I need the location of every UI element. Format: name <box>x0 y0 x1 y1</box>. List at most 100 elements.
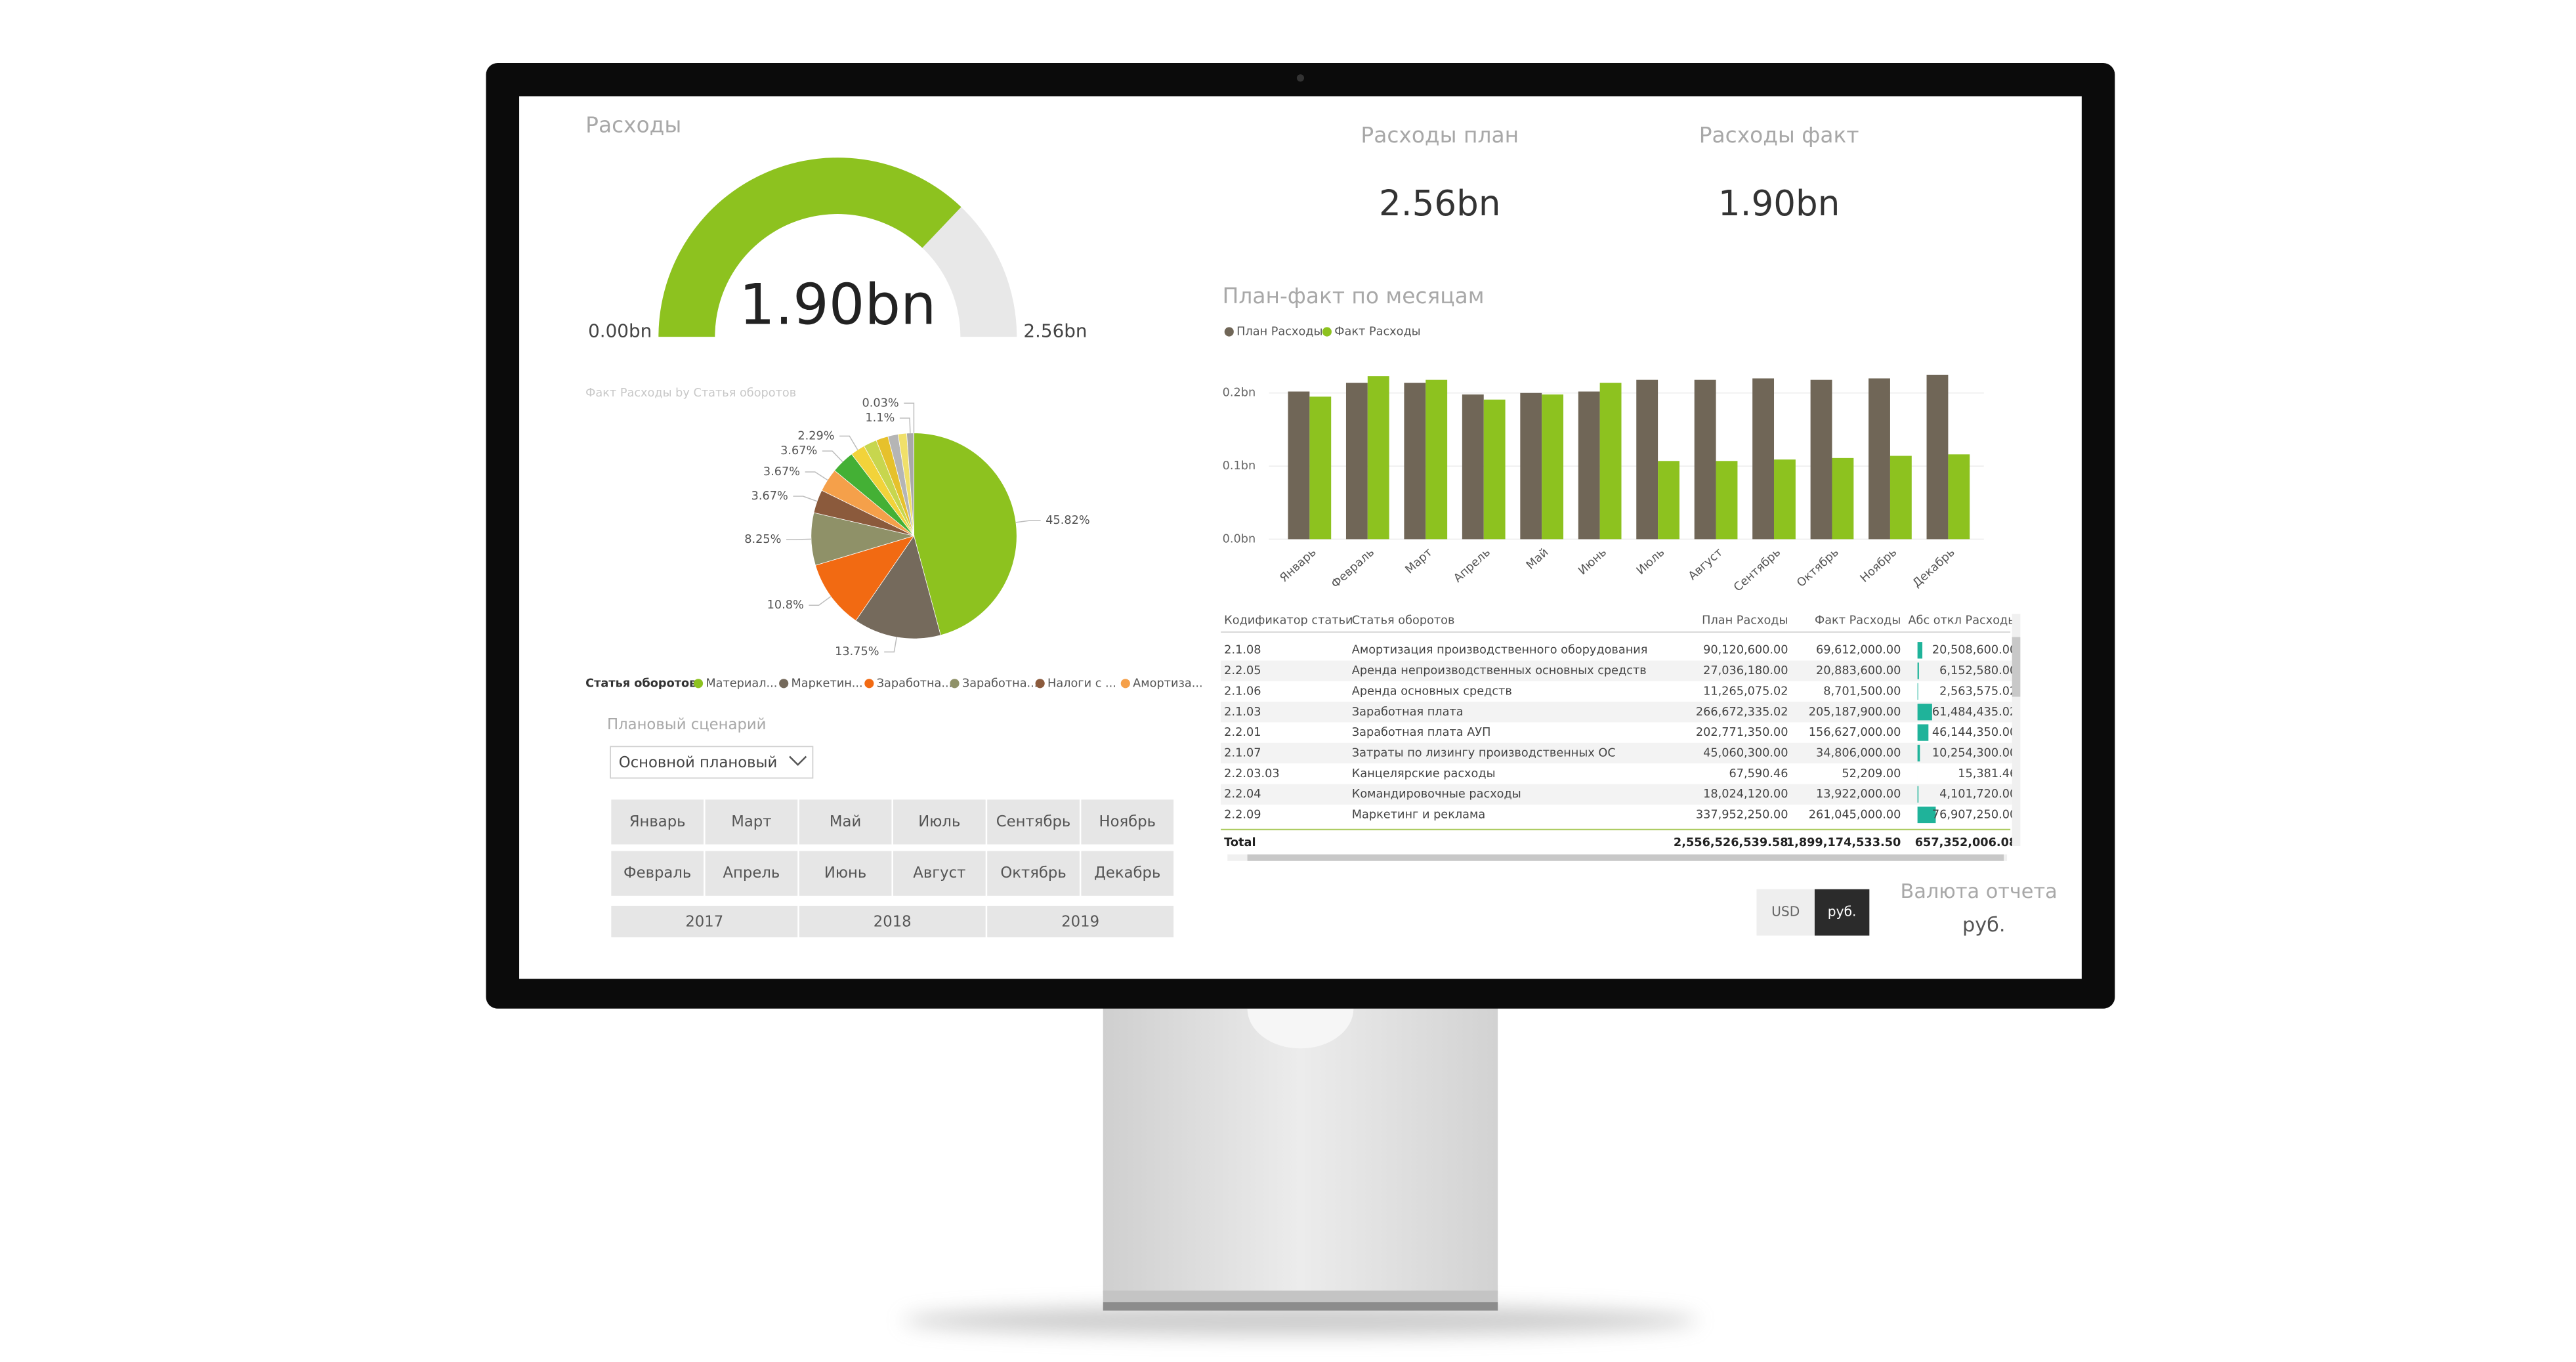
month-button-label: Апрель <box>723 864 780 882</box>
kpi-value: 2.56bn <box>1379 183 1500 224</box>
column-header: Статья оборотов <box>1352 614 1455 627</box>
year-button[interactable] <box>987 905 1174 937</box>
total-cell: 657,352,006.08 <box>1915 836 2017 849</box>
month-button[interactable] <box>611 799 704 845</box>
month-button-label: Октябрь <box>1000 864 1066 882</box>
bar <box>1483 399 1506 540</box>
dropdown[interactable] <box>610 746 814 779</box>
legend-label: Заработна... <box>877 677 953 690</box>
month-button[interactable] <box>1081 851 1174 896</box>
legend-swatch <box>1224 327 1234 337</box>
pie-leader <box>805 471 828 480</box>
data-bar <box>1917 806 1936 824</box>
kpi-title: Расходы факт <box>1699 123 1859 148</box>
month-button[interactable] <box>705 851 798 896</box>
currency-button[interactable] <box>1756 889 1815 936</box>
bar <box>1636 379 1658 540</box>
pie-data-label: 3.67% <box>780 444 817 458</box>
month-button[interactable] <box>893 851 986 896</box>
pie-leader <box>899 417 911 433</box>
legend-label: План Расходы <box>1236 325 1322 338</box>
h-scroll-thumb[interactable] <box>1247 854 2004 861</box>
pie-leader <box>1015 520 1041 523</box>
row-band <box>1221 784 2012 805</box>
bar <box>1367 376 1389 540</box>
month-button-label: Январь <box>629 813 686 830</box>
table-cell: 2.2.04 <box>1224 788 1261 801</box>
table-cell: 261,045,000.00 <box>1809 808 1901 821</box>
pie-data-label: 13.75% <box>835 645 879 658</box>
year-button[interactable] <box>799 905 986 937</box>
bar <box>1810 379 1832 540</box>
pie-leader <box>793 496 818 502</box>
table-cell: Затраты по лизингу производственных ОС <box>1352 746 1616 759</box>
table-cell: Заработная плата АУП <box>1352 726 1491 739</box>
dropdown-chevron <box>789 755 807 766</box>
bar <box>1752 378 1775 540</box>
pie-data-label: 8.25% <box>744 533 781 546</box>
gauge-value <box>658 158 961 337</box>
month-button[interactable] <box>799 851 892 896</box>
table-cell: Аренда основных средств <box>1352 685 1512 698</box>
month-button[interactable] <box>987 799 1080 845</box>
bar <box>1774 459 1796 540</box>
year-button-label: 2017 <box>685 914 723 931</box>
month-button[interactable] <box>1081 799 1174 845</box>
bar <box>1658 461 1679 540</box>
table-cell: 205,187,900.00 <box>1809 706 1901 719</box>
y-tick-label: 0.0bn <box>1223 532 1256 545</box>
table-cell: 2.2.03.03 <box>1224 767 1279 780</box>
row-band <box>1221 742 2012 764</box>
column-header: Факт Расходы <box>1815 614 1901 627</box>
kpi-value: 1.90bn <box>1718 183 1840 224</box>
pie-leader <box>822 450 843 463</box>
month-button[interactable] <box>987 851 1080 896</box>
total-cell: Total <box>1224 836 1256 849</box>
table-cell: 2.2.09 <box>1224 808 1261 821</box>
data-bar <box>1917 744 1920 762</box>
data-bar <box>1917 662 1919 679</box>
month-button-label: Ноябрь <box>1099 813 1156 830</box>
stand-shadow <box>902 1306 1699 1336</box>
pie-data-label: 45.82% <box>1045 514 1089 527</box>
bar <box>1542 394 1564 540</box>
total-cell: 1,899,174,533.50 <box>1786 836 1901 849</box>
month-button[interactable] <box>611 851 704 896</box>
month-button-label: Март <box>731 813 771 830</box>
legend-swatch <box>1035 679 1045 689</box>
table-cell: 20,883,600.00 <box>1816 664 1901 677</box>
currency-button[interactable] <box>1814 889 1870 936</box>
legend-swatch <box>1120 679 1130 689</box>
table-cell: 2.2.01 <box>1224 726 1261 739</box>
table-cell: Заработная плата <box>1352 706 1464 719</box>
table-cell: 76,907,250.00 <box>1932 808 2017 821</box>
kpi-title: Расходы план <box>1361 123 1519 148</box>
bar <box>1694 379 1716 540</box>
v-scroll-thumb[interactable] <box>2012 637 2021 697</box>
data-bar <box>1917 704 1932 721</box>
column-header: Абс откл Расходы <box>1908 614 2017 627</box>
table-cell: 337,952,250.00 <box>1696 808 1788 821</box>
table-cell: 2,563,575.02 <box>1939 685 2017 698</box>
month-button[interactable] <box>705 799 798 845</box>
bar <box>1832 458 1854 540</box>
gauge-title: Расходы <box>585 113 681 138</box>
bar <box>1425 379 1448 540</box>
pie-data-label: 10.8% <box>767 599 804 612</box>
month-button[interactable] <box>799 799 892 845</box>
table-cell: 34,806,000.00 <box>1816 746 1901 759</box>
table-cell: 27,036,180.00 <box>1703 664 1788 677</box>
table-cell: 61,484,435.02 <box>1932 706 2017 719</box>
year-button[interactable] <box>611 905 798 937</box>
year-button-label: 2018 <box>874 914 912 931</box>
pie-leader <box>884 637 897 652</box>
pie-leader <box>786 538 811 540</box>
month-button[interactable] <box>893 799 986 845</box>
table-cell: 156,627,000.00 <box>1809 726 1901 739</box>
table-cell: 11,265,075.02 <box>1703 685 1788 698</box>
column-header: Кодификатор статьи <box>1224 614 1353 627</box>
row-band <box>1221 660 2012 681</box>
table-cell: 52,209.00 <box>1842 767 1901 780</box>
stand-base-edge <box>1103 1302 1498 1311</box>
